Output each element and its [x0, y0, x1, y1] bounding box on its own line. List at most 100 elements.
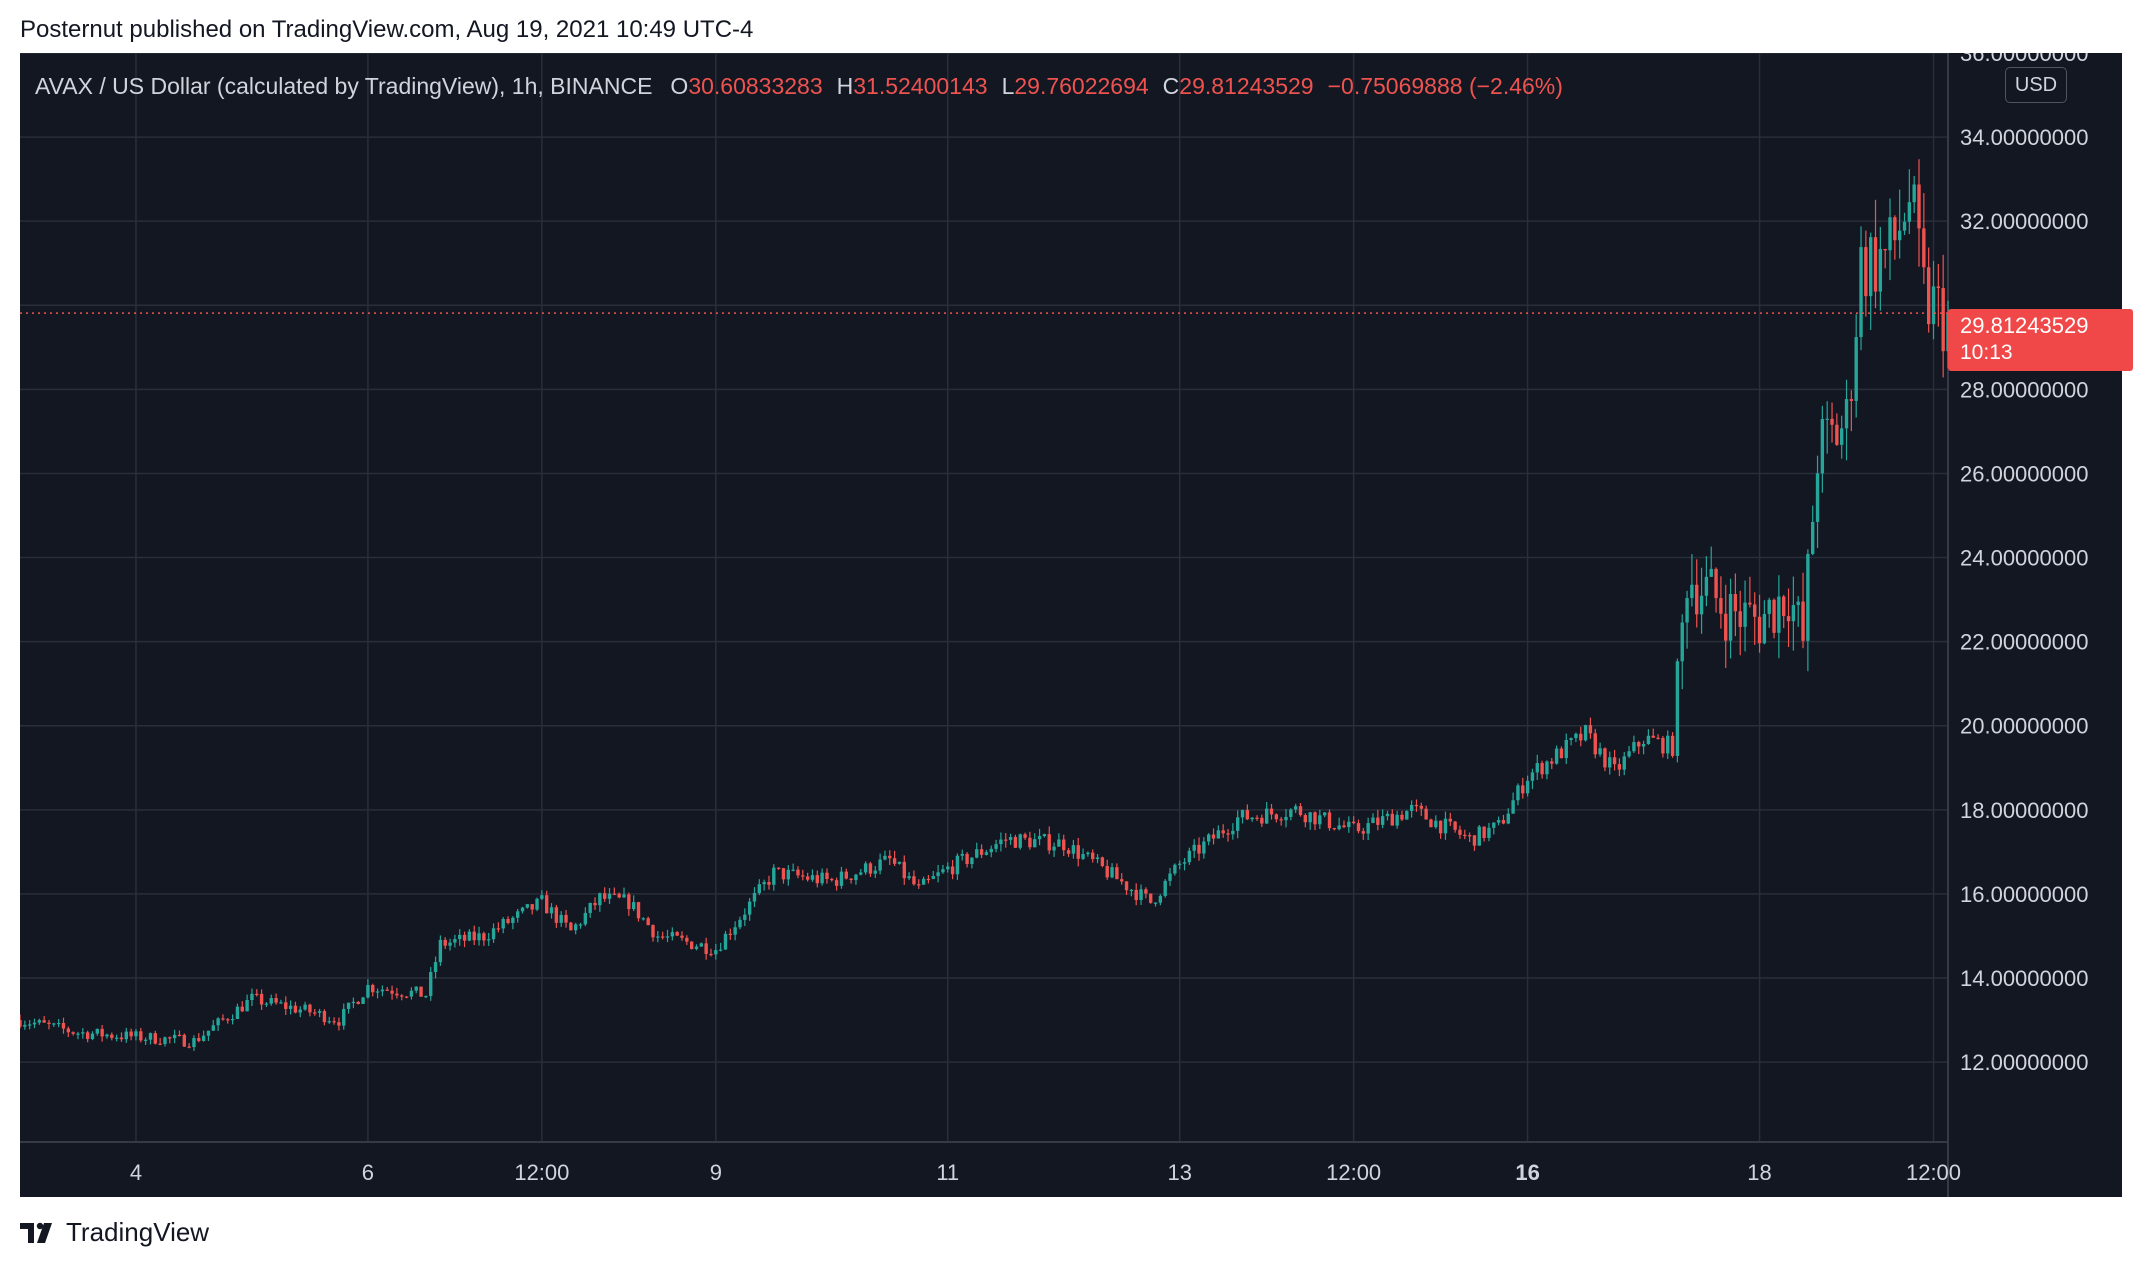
- candle-body: [1139, 889, 1143, 901]
- candle-body: [1129, 889, 1134, 892]
- candle-body: [371, 984, 375, 993]
- candle-body: [163, 1037, 167, 1044]
- candle-body: [549, 907, 554, 914]
- legend-symbol[interactable]: AVAX / US Dollar (calculated by TradingV…: [35, 73, 653, 99]
- candle-body: [467, 931, 472, 941]
- candle-body: [1414, 804, 1419, 807]
- candle-body: [825, 872, 829, 879]
- candle-body: [1192, 844, 1196, 851]
- chart-panel[interactable]: 12.00000000 14.00000000 16.00000000 18.0000…: [20, 53, 2133, 1197]
- y-tick-label: 18.00000000: [1960, 798, 2088, 823]
- candle-body: [168, 1037, 172, 1039]
- candle-body: [414, 986, 418, 991]
- y-tick-label: 16.00000000: [1960, 882, 2088, 907]
- candle-body: [1308, 812, 1312, 823]
- ohlc-legend: AVAX / US Dollar (calculated by TradingV…: [35, 73, 1563, 100]
- candle-body: [250, 993, 254, 1001]
- candle-body: [1004, 839, 1008, 841]
- candle-body: [114, 1037, 119, 1039]
- candle-body: [1777, 596, 1781, 633]
- candle-body: [1086, 852, 1090, 855]
- candle-body: [143, 1039, 148, 1041]
- candle-body: [646, 918, 650, 926]
- candle-body: [1931, 286, 1936, 325]
- candle-body: [1120, 879, 1124, 882]
- candle-body: [863, 863, 868, 873]
- candle-body: [1303, 815, 1308, 823]
- candle-body: [1134, 889, 1138, 901]
- candle-body: [1071, 845, 1076, 854]
- price-chart[interactable]: 12.00000000 14.00000000 16.00000000 18.0000…: [20, 53, 2122, 1197]
- x-tick-label: 9: [710, 1160, 722, 1185]
- legend-low-value: 29.76022694: [1014, 73, 1149, 99]
- candle-body: [1158, 895, 1163, 903]
- candle-body: [714, 950, 718, 955]
- candle-body: [259, 993, 264, 1005]
- candle-body: [1902, 221, 1907, 231]
- candle-body: [1327, 812, 1332, 829]
- x-tick-label: 12:00: [1906, 1160, 1961, 1185]
- candle-body: [1873, 237, 1878, 292]
- candle-body: [32, 1022, 37, 1025]
- legend-close-value: 29.81243529: [1179, 73, 1314, 99]
- candle-body: [1274, 814, 1279, 820]
- y-tick-label: 12.00000000: [1960, 1050, 2088, 1075]
- time-axis[interactable]: 4 6 12:00 9 11 13 12:00 16 18 12:00: [130, 1160, 1961, 1185]
- candle-body: [211, 1025, 215, 1031]
- candle-body: [1608, 757, 1612, 768]
- candle-body: [631, 902, 636, 910]
- currency-button[interactable]: USD: [2005, 67, 2067, 103]
- candle-body: [545, 895, 549, 914]
- candle-body: [762, 882, 766, 885]
- candle-body: [1666, 735, 1670, 754]
- candle-body: [1762, 613, 1767, 644]
- candle-body: [1226, 833, 1230, 835]
- candle-body: [612, 893, 617, 895]
- candle-body: [868, 863, 873, 874]
- candle-body: [124, 1031, 128, 1040]
- candle-body: [1612, 757, 1617, 765]
- candle-body: [960, 853, 964, 856]
- candle-body: [1574, 733, 1578, 739]
- candle-body: [56, 1023, 61, 1025]
- candle-body: [1091, 852, 1095, 860]
- candle-body: [1221, 830, 1225, 834]
- candle-body: [1008, 837, 1013, 840]
- footer-brand[interactable]: TradingView: [20, 1217, 209, 1248]
- candle-body: [781, 868, 786, 880]
- candle-body: [1603, 748, 1607, 768]
- candle-body: [1907, 202, 1912, 222]
- tradingview-logo-icon: [20, 1222, 52, 1243]
- candle-body: [1646, 735, 1651, 744]
- candle-body: [786, 869, 790, 880]
- candle-body: [892, 858, 897, 864]
- candle-body: [1463, 834, 1467, 837]
- candle-body: [1593, 733, 1597, 755]
- candle-body: [424, 996, 428, 998]
- price-axis[interactable]: 12.00000000 14.00000000 16.00000000 18.0000…: [1960, 53, 2088, 1075]
- candle-body: [443, 939, 447, 946]
- candle-body: [883, 855, 887, 860]
- x-tick-label: 18: [1747, 1160, 1771, 1185]
- candle-body: [675, 932, 679, 936]
- candle-body: [902, 861, 906, 879]
- candle-body: [1124, 881, 1129, 891]
- candle-body: [607, 893, 612, 899]
- candle-body: [1782, 596, 1786, 617]
- candle-body: [1849, 399, 1854, 401]
- candle-body: [1704, 576, 1709, 596]
- candle-body: [617, 893, 621, 898]
- candle-body: [1598, 748, 1602, 755]
- candle-body: [1023, 834, 1027, 838]
- footer-brand-text: TradingView: [66, 1217, 210, 1247]
- candle-body: [380, 989, 385, 992]
- candle-body: [1492, 822, 1496, 828]
- candle-body: [1168, 873, 1172, 881]
- candle-body: [1047, 834, 1051, 851]
- candle-body: [453, 939, 457, 943]
- candle-body: [501, 919, 505, 929]
- candle-body: [1052, 846, 1056, 851]
- candle-body: [1656, 737, 1660, 739]
- candle-body: [767, 882, 771, 885]
- candle-body: [917, 884, 921, 886]
